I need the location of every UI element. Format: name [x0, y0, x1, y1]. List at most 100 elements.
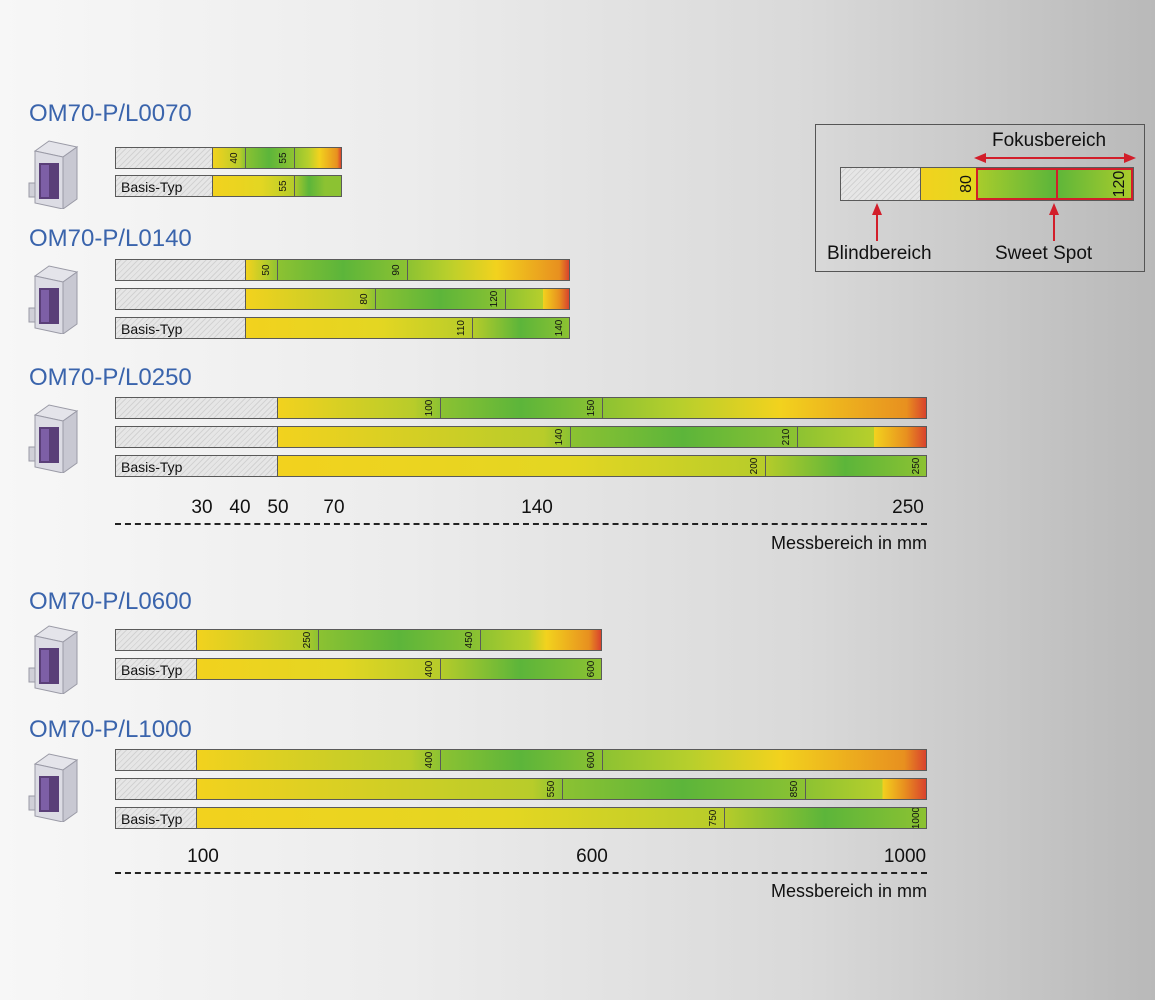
sensor-device-icon: [28, 753, 79, 822]
zone-marker-line: [277, 260, 279, 280]
range-bar-basis: Basis-Typ 400 600: [115, 658, 603, 680]
zone-marker-line: [244, 148, 246, 168]
zone-marker-line: [293, 176, 295, 196]
blind-zone: [116, 630, 198, 650]
sensor-title-l0600: OM70-P/L0600: [29, 588, 192, 615]
zone-marker-line: [293, 148, 295, 168]
blind-zone: [116, 260, 246, 280]
zone-marker-line: [569, 427, 571, 447]
zone-marker-value: 80: [358, 293, 370, 305]
sensor-title-l0250: OM70-P/L0250: [29, 364, 192, 391]
zone-marker-value: 150: [586, 399, 598, 417]
blind-zone: [116, 427, 279, 447]
blind-zone: Basis-Typ: [116, 318, 246, 338]
sensor-device-icon: [28, 404, 79, 473]
zone-marker-value: 110: [456, 320, 468, 336]
zone-marker-value: 140: [553, 319, 565, 337]
legend-yellow-zone: [921, 168, 976, 200]
range-bar-basis: Basis-Typ 110 140: [115, 317, 570, 339]
range-bar: 40 55: [115, 147, 343, 169]
legend-bar: 80 120: [840, 167, 1134, 201]
zone-marker-line: [797, 427, 799, 447]
zone-marker-line: [602, 750, 604, 770]
legend-box: Fokusbereich 80 120 Blindbereich Sweet S…: [815, 124, 1145, 272]
legend-sweet-spot-line: [1056, 168, 1058, 200]
zone-marker-value: 250: [911, 457, 922, 475]
measurement-zone: [197, 808, 926, 828]
range-bar: 550 850: [115, 778, 927, 800]
scale-tick-label: 140: [521, 497, 553, 518]
zone-marker-value: 600: [586, 660, 598, 678]
scale-tick-label: 70: [323, 497, 345, 518]
zone-marker-line: [374, 289, 376, 309]
zone-marker-line: [439, 398, 441, 418]
blind-zone: [116, 398, 279, 418]
zone-marker-line: [561, 779, 563, 799]
legend-sweet-label: Sweet Spot: [995, 243, 1093, 264]
basis-type-label: Basis-Typ: [121, 179, 183, 195]
blind-zone: [116, 779, 198, 799]
zone-marker-value: 400: [423, 660, 435, 678]
zone-marker-line: [480, 630, 482, 650]
measurement-zone: [245, 289, 569, 309]
zone-marker-value: 400: [423, 751, 435, 769]
scale-tick-label: 50: [267, 497, 289, 518]
legend-value-b: 120: [1111, 170, 1128, 198]
zone-marker-line: [407, 260, 409, 280]
legend-value-a: 80: [958, 175, 975, 193]
range-bar: 100 150: [115, 397, 927, 419]
zone-marker-value: 210: [781, 428, 793, 446]
scale-tick-label: 30: [191, 497, 213, 518]
measurement-zone: [213, 176, 342, 196]
sensor-device-icon: [28, 625, 79, 694]
basis-type-label: Basis-Typ: [121, 321, 183, 337]
zone-marker-line: [472, 318, 474, 338]
scale-tick-label: 250: [892, 497, 924, 518]
blind-zone: Basis-Typ: [116, 659, 198, 679]
sensor-title-l0070: OM70-P/L0070: [29, 100, 192, 127]
scale-tick-label: 40: [229, 497, 251, 518]
scale-bottom-dashed-line: [115, 872, 927, 874]
scale-tick-label: 1000: [883, 846, 927, 867]
basis-type-label: Basis-Typ: [121, 662, 183, 678]
range-bar: 80 120: [115, 288, 570, 310]
zone-marker-value: 120: [488, 290, 500, 308]
blind-zone: Basis-Typ: [116, 808, 198, 828]
zone-marker-line: [318, 630, 319, 650]
measurement-zone: [245, 318, 569, 338]
range-bar: 400 600: [115, 749, 927, 771]
range-bar-basis: Basis-Typ 200 250: [115, 455, 927, 477]
range-bar: 140 210: [115, 426, 927, 448]
zone-marker-value: 550: [545, 780, 557, 798]
legend-arrows: [872, 153, 1136, 241]
scale-top-dashed-line: [115, 523, 927, 525]
zone-marker-line: [439, 659, 441, 679]
blind-zone: [116, 750, 198, 770]
zone-marker-value: 200: [748, 457, 760, 475]
blind-zone: [116, 148, 214, 168]
legend-focus-zone: [976, 168, 1133, 200]
sensor-device-icon: [28, 140, 79, 209]
range-bar: 50 90: [115, 259, 570, 281]
scale-tick-label: 100: [187, 846, 219, 867]
measurement-zone: [278, 427, 926, 447]
zone-marker-value: 250: [302, 631, 313, 649]
zone-marker-line: [504, 289, 506, 309]
scale-top-unit: Messbereich in mm: [770, 533, 927, 553]
zone-marker-value: 100: [423, 399, 435, 417]
scale-bottom-unit: Messbereich in mm: [770, 881, 927, 901]
sensor-device-icon: [28, 265, 79, 334]
zone-marker-value: 850: [789, 780, 801, 798]
zone-marker-line: [724, 808, 725, 828]
blind-zone: Basis-Typ: [116, 176, 214, 196]
measurement-zone: [197, 630, 602, 650]
legend-blind-zone: [841, 168, 921, 200]
zone-marker-value: 1000: [911, 807, 922, 829]
zone-marker-value: 55: [277, 180, 289, 192]
zone-marker-value: 600: [586, 751, 598, 769]
zone-marker-value: 90: [391, 264, 403, 276]
basis-type-label: Basis-Typ: [121, 811, 183, 827]
zone-marker-line: [602, 398, 604, 418]
zone-marker-line: [439, 750, 441, 770]
sensor-title-l0140: OM70-P/L0140: [29, 225, 192, 252]
